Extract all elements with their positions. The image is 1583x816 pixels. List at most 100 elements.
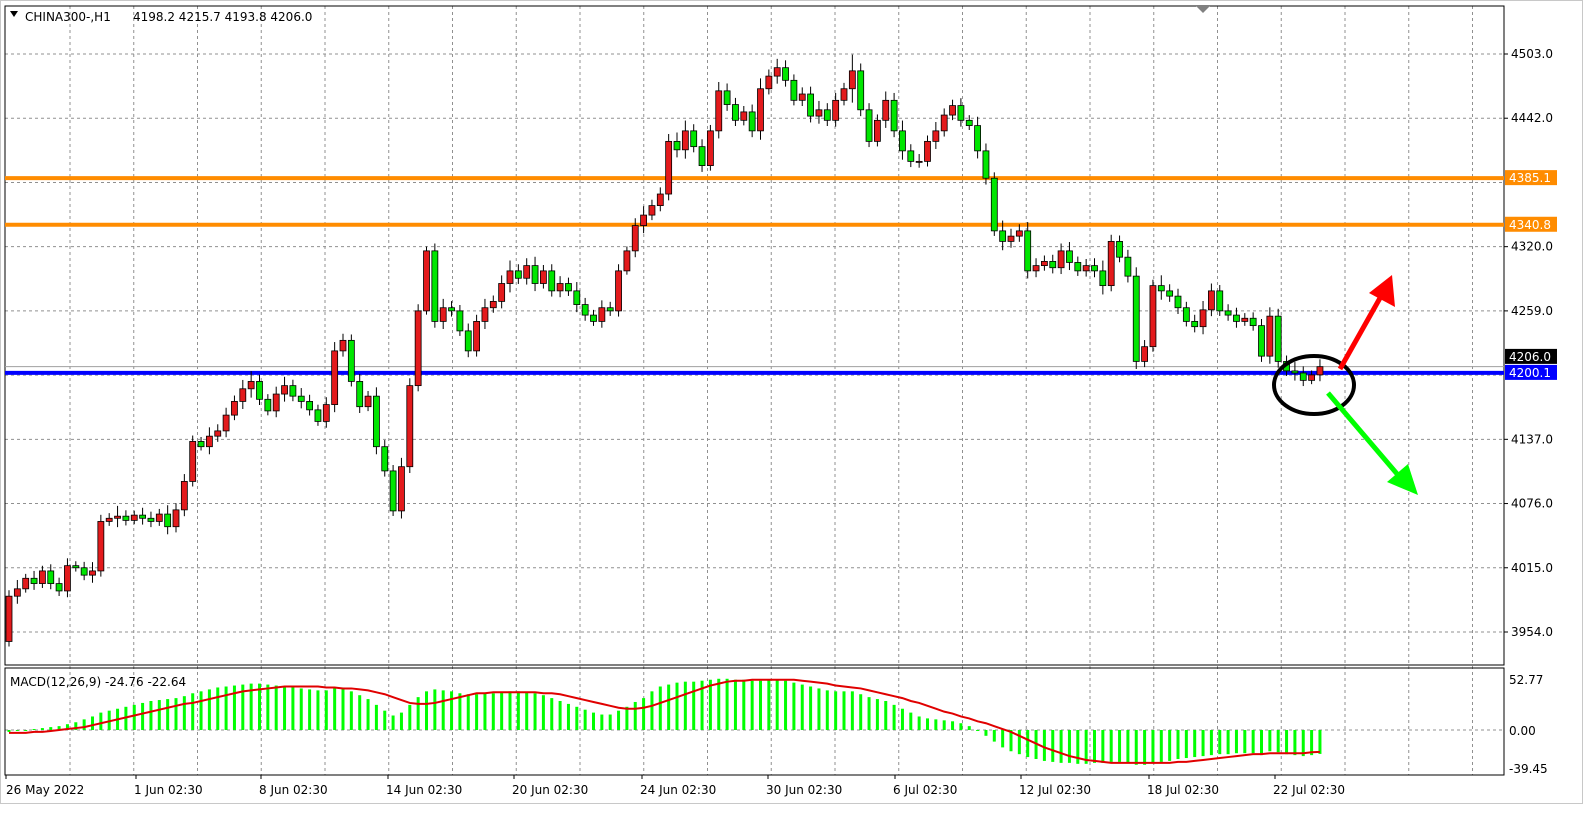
candle-body <box>823 109 831 121</box>
macd-histogram-bar <box>809 686 813 730</box>
macd-histogram-bar <box>349 691 353 730</box>
candle-body <box>1166 290 1174 297</box>
macd-histogram-bar <box>1076 730 1080 764</box>
macd-histogram-bar <box>258 683 261 730</box>
macd-histogram-bar <box>475 694 479 730</box>
date-tick-label: 1 Jun 02:30 <box>134 783 203 797</box>
candle <box>590 309 597 326</box>
candle-body <box>205 435 213 448</box>
candle <box>1032 258 1040 278</box>
macd-histogram-bar <box>1134 730 1138 765</box>
candle-body <box>297 395 305 402</box>
candle-body <box>189 441 197 482</box>
candle <box>807 86 814 123</box>
candle-body <box>473 321 481 352</box>
candle <box>180 474 188 517</box>
candle <box>865 103 873 148</box>
candle-body <box>322 404 330 422</box>
candle <box>97 514 105 577</box>
macd-histogram-bar <box>224 686 228 730</box>
candle <box>556 276 564 298</box>
macd-histogram-bar <box>617 710 621 730</box>
price-line-label: 4200.1 <box>1509 366 1551 380</box>
candle-body <box>47 570 55 584</box>
up-arrow-icon <box>1337 275 1395 371</box>
candle <box>130 510 138 525</box>
macd-histogram-bar <box>817 688 821 730</box>
macd-histogram-bar <box>500 692 504 730</box>
candle-body <box>456 310 464 332</box>
macd-histogram-bar <box>600 714 604 730</box>
macd-histogram-bar <box>483 693 487 730</box>
candle <box>740 106 748 126</box>
candle <box>656 187 664 212</box>
candle-body <box>740 111 748 121</box>
date-tick-label: 24 Jun 02:30 <box>640 783 716 797</box>
candle-body <box>1132 275 1140 362</box>
candle <box>289 379 297 402</box>
candle-body <box>1024 230 1032 272</box>
macd-histogram-bar <box>450 691 454 730</box>
macd-histogram-bar <box>182 696 186 730</box>
macd-histogram-bar <box>1176 730 1180 759</box>
candle <box>381 440 389 477</box>
candle-body <box>790 79 798 101</box>
candle <box>1124 249 1132 283</box>
candle-body <box>448 307 455 312</box>
horizontal-lines[interactable]: 4206.0 4385.1 4340.8 4200.1 <box>5 170 1557 380</box>
candle-body <box>281 385 288 395</box>
macd-histogram-bar <box>884 701 888 730</box>
candle <box>790 74 798 106</box>
macd-histogram-bar <box>750 680 754 730</box>
candle <box>306 394 314 416</box>
macd-histogram-bar <box>608 714 612 730</box>
candle <box>715 82 723 139</box>
candle <box>172 503 180 533</box>
candle-body <box>999 230 1007 242</box>
candle <box>1258 318 1265 362</box>
macd-histogram-bar <box>1318 730 1322 754</box>
macd-histogram-bar <box>717 678 721 730</box>
macd-histogram-bar <box>700 680 704 730</box>
candle-body <box>715 90 723 132</box>
candle-body <box>940 114 948 132</box>
candle <box>39 565 46 588</box>
candle-body <box>122 515 130 521</box>
dropdown-triangle-icon[interactable] <box>10 11 18 17</box>
candle-body <box>139 514 147 519</box>
candle-body <box>1032 265 1040 272</box>
candle <box>723 83 731 111</box>
macd-histogram-bar <box>399 712 403 730</box>
candle <box>982 143 990 185</box>
macd-histogram-bar <box>1126 730 1130 763</box>
macd-histogram-bar <box>1301 730 1305 757</box>
shift-marker-icon[interactable] <box>1196 6 1210 13</box>
macd-histogram-bar <box>558 701 562 730</box>
macd-histogram-bar <box>976 730 980 731</box>
macd-histogram-bar <box>358 695 362 730</box>
macd-histogram-bar <box>82 719 86 730</box>
candle-body <box>832 99 840 121</box>
macd-tick-label: -39.45 <box>1509 762 1548 776</box>
candle <box>448 301 455 317</box>
macd-histogram-bar <box>132 704 136 730</box>
candle-body <box>423 250 430 312</box>
candle <box>1091 258 1098 278</box>
macd-histogram-bar <box>1168 730 1172 761</box>
candle-body <box>114 515 121 519</box>
candle <box>523 258 531 285</box>
grid <box>5 6 1504 775</box>
macd-histogram-bar <box>642 698 646 730</box>
candle-body <box>748 111 756 132</box>
price-tick-label: 4442.0 <box>1511 111 1553 125</box>
candle <box>322 397 330 428</box>
candle-body <box>565 283 572 292</box>
candle <box>857 63 865 117</box>
candle-body <box>406 385 414 468</box>
candle-body <box>372 395 380 448</box>
candle <box>732 97 739 127</box>
candle-body <box>656 193 664 207</box>
candle <box>1241 313 1249 326</box>
macd-histogram-bar <box>232 685 236 730</box>
